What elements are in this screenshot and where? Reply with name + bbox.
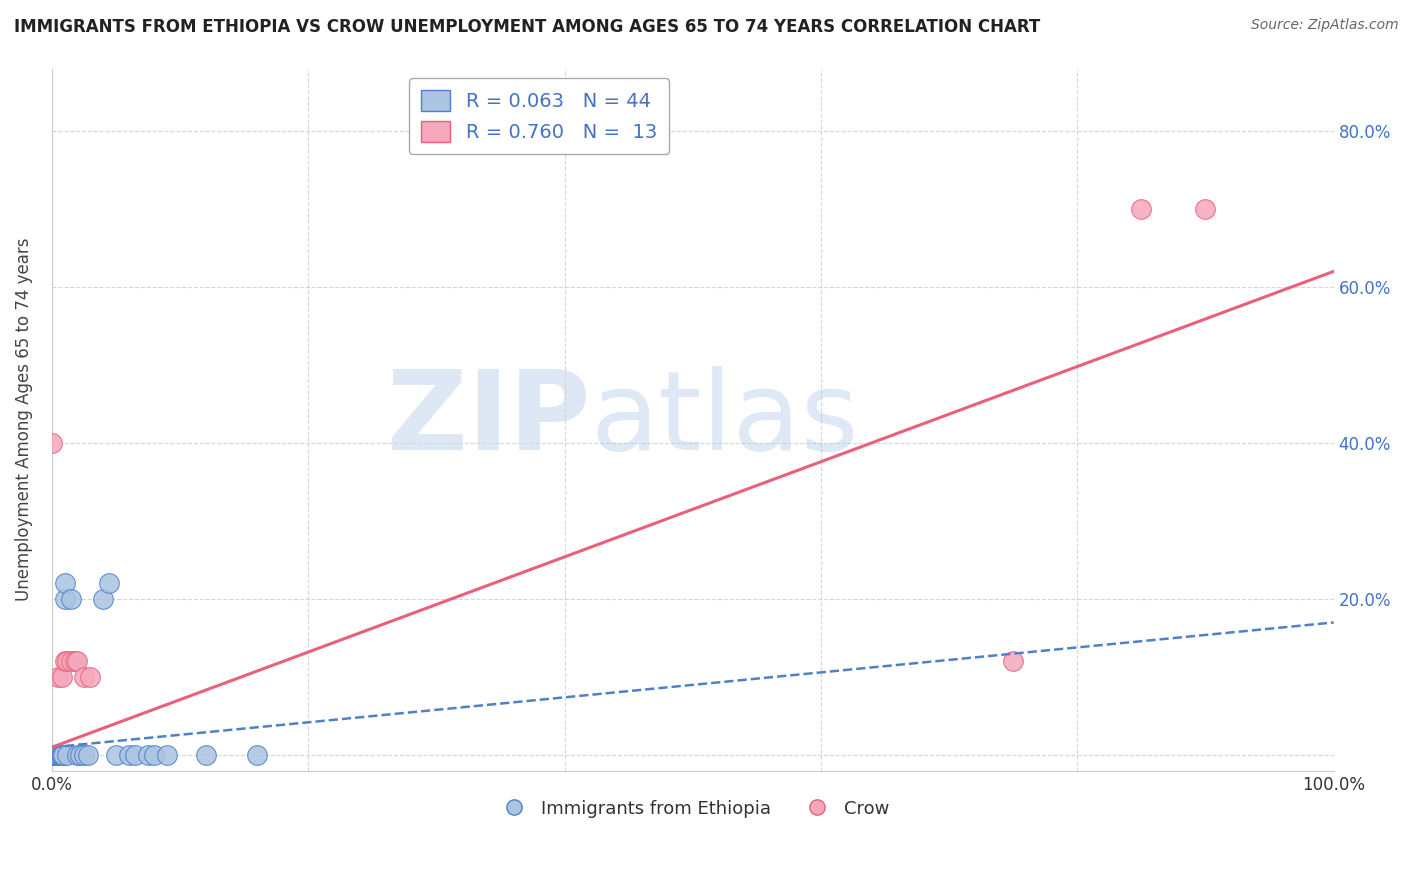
Point	[124, 748, 146, 763]
Point	[51, 748, 73, 763]
Legend: Immigrants from Ethiopia, Crow: Immigrants from Ethiopia, Crow	[489, 792, 896, 825]
Point	[41, 748, 63, 763]
Point	[53, 576, 76, 591]
Point	[56, 655, 79, 669]
Point	[76, 748, 98, 763]
Point	[66, 748, 89, 763]
Point	[118, 748, 141, 763]
Point	[143, 748, 166, 763]
Point	[1194, 202, 1216, 216]
Point	[46, 748, 69, 763]
Point	[51, 748, 73, 763]
Point	[156, 748, 179, 763]
Point	[45, 748, 67, 763]
Point	[66, 655, 89, 669]
Point	[42, 748, 65, 763]
Point	[41, 748, 63, 763]
Point	[42, 748, 65, 763]
Point	[45, 748, 67, 763]
Point	[46, 670, 69, 684]
Point	[53, 592, 76, 607]
Point	[48, 748, 70, 763]
Text: atlas: atlas	[591, 366, 859, 473]
Point	[1130, 202, 1153, 216]
Point	[53, 655, 76, 669]
Point	[45, 748, 67, 763]
Point	[73, 670, 96, 684]
Point	[44, 748, 66, 763]
Point	[41, 436, 63, 450]
Point	[1002, 655, 1025, 669]
Point	[44, 748, 66, 763]
Point	[73, 748, 96, 763]
Point	[45, 748, 67, 763]
Point	[56, 748, 79, 763]
Point	[52, 748, 75, 763]
Point	[91, 592, 114, 607]
Point	[45, 748, 67, 763]
Point	[69, 748, 91, 763]
Point	[51, 670, 73, 684]
Point	[44, 748, 66, 763]
Point	[136, 748, 159, 763]
Point	[79, 670, 101, 684]
Point	[63, 655, 86, 669]
Point	[44, 748, 66, 763]
Point	[49, 748, 72, 763]
Point	[246, 748, 269, 763]
Text: IMMIGRANTS FROM ETHIOPIA VS CROW UNEMPLOYMENT AMONG AGES 65 TO 74 YEARS CORRELAT: IMMIGRANTS FROM ETHIOPIA VS CROW UNEMPLO…	[14, 18, 1040, 36]
Point	[46, 748, 69, 763]
Y-axis label: Unemployment Among Ages 65 to 74 years: Unemployment Among Ages 65 to 74 years	[15, 238, 32, 601]
Point	[104, 748, 127, 763]
Point	[41, 748, 63, 763]
Point	[42, 748, 65, 763]
Point	[194, 748, 217, 763]
Point	[59, 592, 82, 607]
Point	[48, 748, 70, 763]
Text: Source: ZipAtlas.com: Source: ZipAtlas.com	[1251, 18, 1399, 32]
Point	[98, 576, 121, 591]
Point	[59, 655, 82, 669]
Point	[45, 748, 67, 763]
Point	[41, 748, 63, 763]
Point	[45, 748, 67, 763]
Text: ZIP: ZIP	[387, 366, 591, 473]
